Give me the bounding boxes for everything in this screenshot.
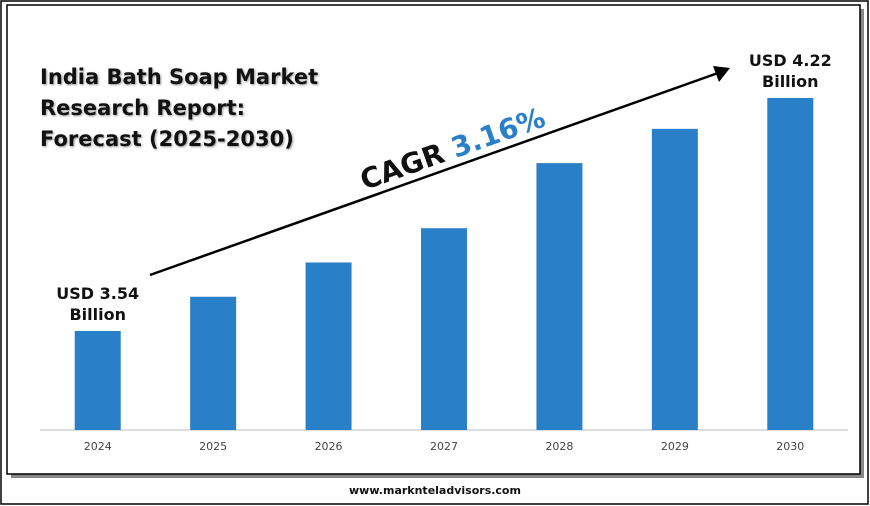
bar <box>767 98 814 430</box>
x-tick-label: 2025 <box>199 440 227 453</box>
arrow-head <box>713 66 730 82</box>
x-tick-label: 2029 <box>661 440 689 453</box>
x-tick-label: 2030 <box>776 440 804 453</box>
value-label: USD 4.22 Billion <box>748 51 832 91</box>
cagr-arrow <box>149 71 719 277</box>
value-label: USD 3.54 Billion <box>56 284 140 324</box>
bar <box>536 163 583 430</box>
chart-title: India Bath Soap Market Research Report: … <box>40 65 319 151</box>
bar <box>190 296 237 430</box>
x-tick-label: 2027 <box>430 440 458 453</box>
bar <box>74 331 121 430</box>
x-tick-label: 2028 <box>545 440 573 453</box>
footer: www.marknteladvisors.com <box>349 484 521 497</box>
bar <box>305 262 352 430</box>
x-tick-label: 2024 <box>84 440 112 453</box>
bar <box>651 128 698 430</box>
x-tick-label: 2026 <box>315 440 343 453</box>
bar <box>421 228 467 430</box>
